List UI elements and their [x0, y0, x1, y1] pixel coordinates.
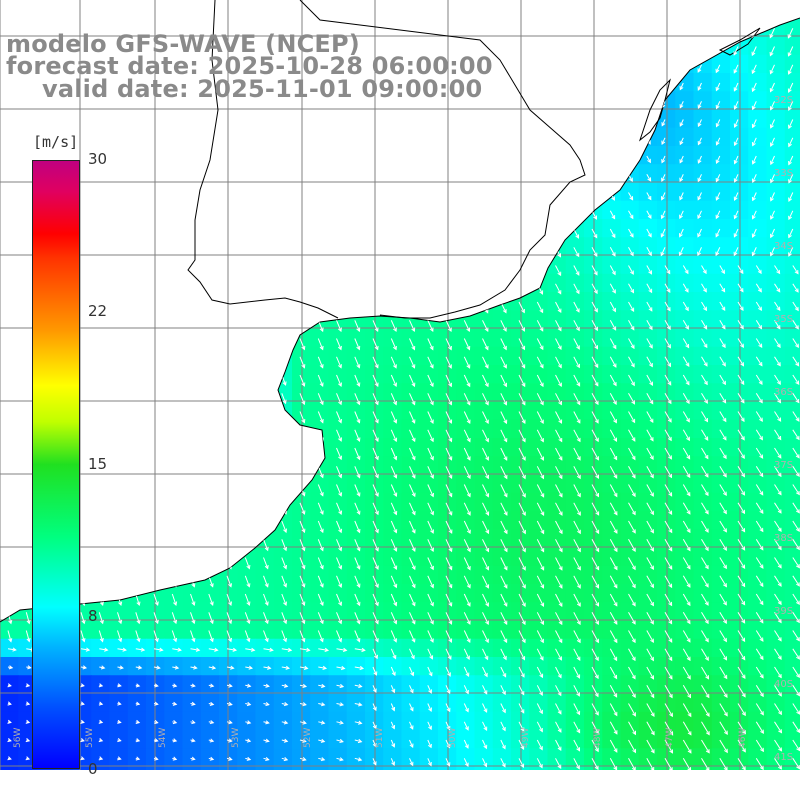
lon-label: 46W	[738, 728, 748, 748]
valid-date: valid date: 2025-11-01 09:00:00	[42, 75, 483, 103]
lon-label: 48W	[593, 728, 603, 748]
lat-label: 35S	[774, 314, 793, 325]
graticule	[0, 0, 800, 770]
lon-label: 55W	[85, 728, 95, 748]
colorbar-tick-15: 15	[88, 455, 108, 473]
lon-label: 52W	[303, 728, 313, 748]
lat-label: 38S	[774, 533, 793, 544]
colorbar	[32, 160, 80, 769]
coastline	[0, 17, 800, 623]
lat-label: 41S	[774, 752, 793, 763]
lon-label: 51W	[375, 728, 385, 748]
lagoon-outline	[638, 27, 761, 142]
colorbar-tick-22: 22	[88, 302, 108, 320]
colorbar-unit: [m/s]	[33, 133, 79, 151]
graticule-labels: 56W 55W 54W 53W 52W 51W 50W 49W 48W 47W 46W 32S 33S 3…	[13, 95, 793, 763]
lon-label: 50W	[448, 728, 458, 748]
lon-label: 54W	[158, 728, 168, 748]
lat-label: 33S	[774, 168, 793, 179]
lat-label: 39S	[774, 606, 793, 617]
lat-label: 37S	[774, 460, 793, 471]
lon-label: 49W	[521, 728, 531, 748]
model-title: modelo GFS-WAVE (NCEP)	[6, 30, 360, 58]
lon-label: 53W	[231, 728, 241, 748]
colorbar-tick-0: 0	[88, 760, 98, 778]
lon-label: 47W	[665, 728, 675, 748]
border-line	[187, 0, 586, 319]
lon-label: 56W	[13, 728, 23, 748]
lat-label: 40S	[774, 679, 793, 690]
colorbar-tick-8: 8	[88, 607, 98, 625]
lat-label: 34S	[774, 241, 793, 252]
forecast-date: forecast date: 2025-10-28 06:00:00	[6, 52, 493, 80]
lat-label: 32S	[774, 95, 793, 106]
colorbar-tick-30: 30	[88, 150, 108, 168]
lat-label: 36S	[774, 387, 793, 398]
